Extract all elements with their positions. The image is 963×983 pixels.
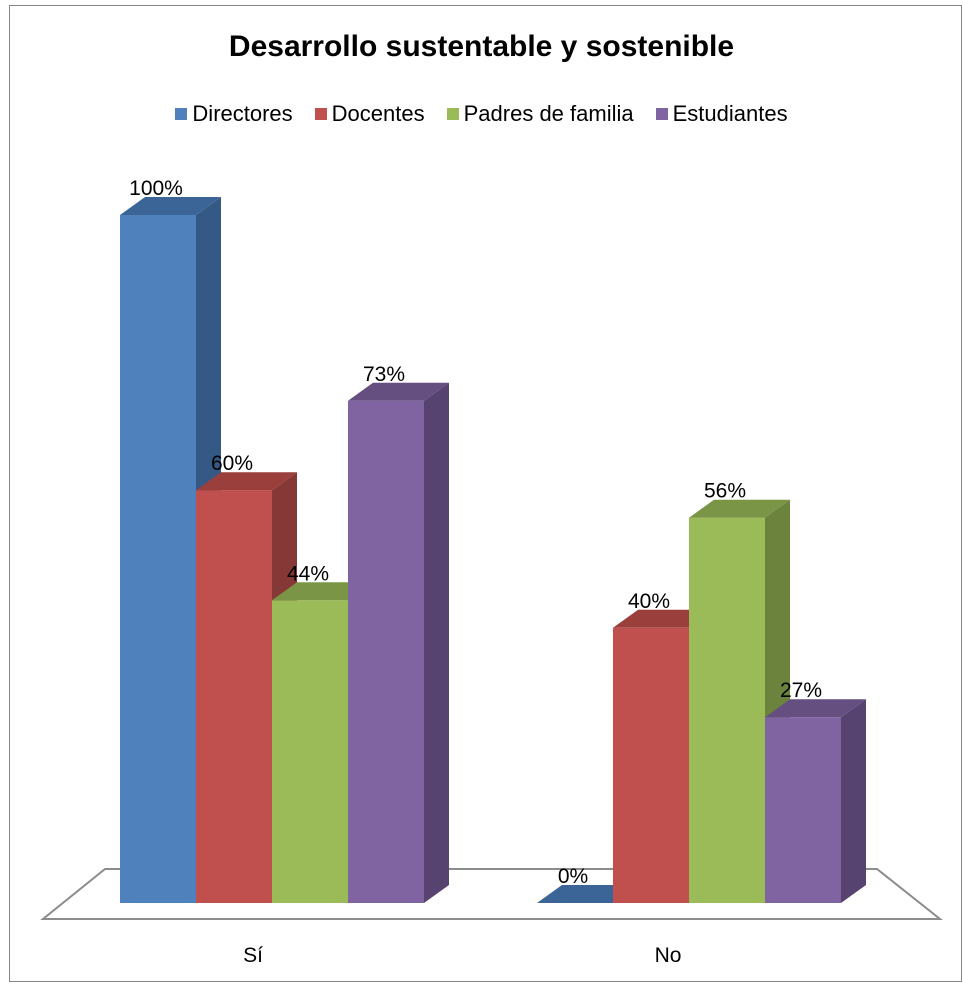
bar-side — [841, 699, 866, 903]
bar-side — [424, 382, 449, 903]
legend-swatch-directores — [175, 108, 188, 120]
data-label: 0% — [558, 865, 588, 888]
bar-directores-si — [120, 197, 221, 903]
data-label: 56% — [704, 480, 746, 503]
data-label: 73% — [363, 363, 405, 386]
data-label: 100% — [129, 177, 183, 200]
bar-top — [537, 885, 638, 903]
legend-label-directores: Directores — [192, 101, 293, 126]
legend-label-padres-de-familia: Padres de familia — [463, 101, 634, 126]
data-labels: 100% 60% 44% 73% 0% 40% 56% 27% — [129, 177, 822, 888]
bar-front — [348, 400, 424, 903]
bar-front — [196, 490, 272, 903]
bar-front — [272, 600, 348, 903]
bar-top — [613, 609, 714, 628]
bar-front — [120, 215, 196, 903]
bar-top — [272, 582, 373, 601]
bar-front — [765, 717, 841, 903]
legend: Directores Docentes Padres de familia Estud… — [0, 101, 963, 127]
bar-top — [765, 699, 866, 718]
legend-item-padres-de-familia: Padres de familia — [446, 101, 634, 127]
chart-title: Desarrollo sustentable y sostenible — [228, 30, 735, 63]
bar-top — [120, 197, 221, 215]
category-label-no: No — [655, 944, 682, 967]
bar-estudiantes-si — [348, 382, 449, 903]
bar-estudiantes-no — [765, 699, 866, 903]
legend-item-directores: Directores — [175, 101, 293, 127]
bar-front — [613, 627, 689, 903]
legend-swatch-docentes — [314, 108, 327, 120]
data-label: 27% — [780, 679, 822, 702]
legend-label-estudiantes: Estudiantes — [672, 101, 788, 126]
legend-swatch-padres-de-familia — [446, 108, 459, 120]
bar-top — [196, 472, 297, 491]
bar-directores-no — [537, 885, 638, 903]
data-label: 44% — [287, 562, 329, 585]
legend-item-estudiantes: Estudiantes — [655, 101, 788, 127]
legend-label-docentes: Docentes — [331, 101, 425, 126]
legend-swatch-estudiantes — [655, 108, 668, 120]
data-label: 60% — [211, 452, 253, 475]
category-label-si: Sí — [243, 944, 263, 967]
bar-front — [689, 517, 765, 903]
data-label: 40% — [628, 590, 670, 613]
legend-item-docentes: Docentes — [314, 101, 425, 127]
bar-top — [689, 499, 790, 518]
bar-top — [348, 382, 449, 401]
